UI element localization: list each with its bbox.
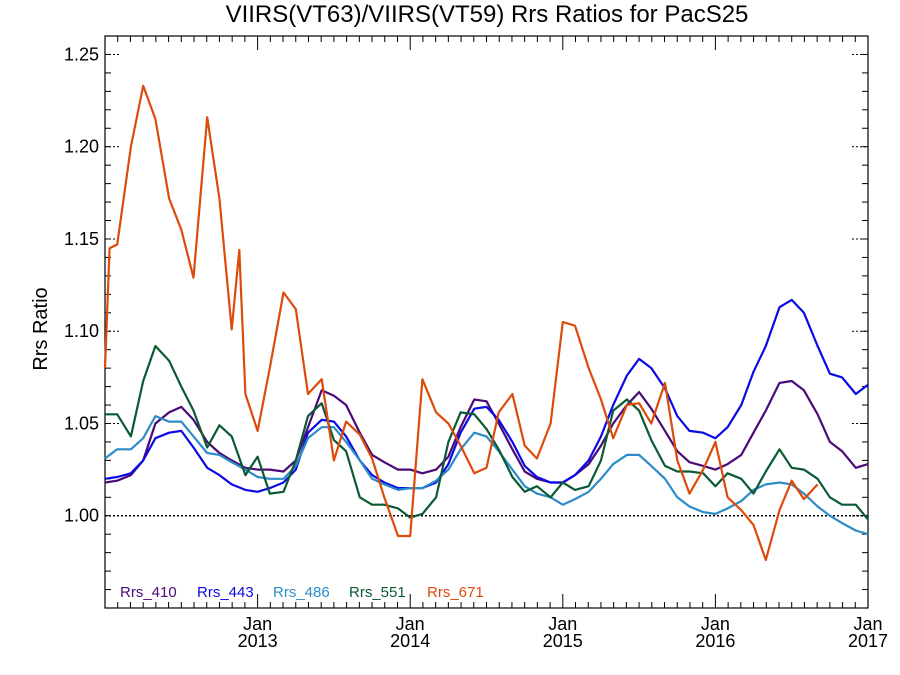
plot-area: 1.001.051.101.151.201.25Jan2013Jan2014Ja… bbox=[64, 35, 888, 651]
legend-entry-rrs-486: Rrs_486 bbox=[273, 584, 330, 601]
legend-entry-rrs-551: Rrs_551 bbox=[349, 584, 406, 601]
x-tick-label-month: Jan bbox=[396, 614, 425, 634]
y-tick-label: 1.25 bbox=[64, 44, 99, 64]
legend-entry-rrs-443: Rrs_443 bbox=[197, 584, 254, 601]
x-tick-label-month: Jan bbox=[548, 614, 577, 634]
legend-entry-rrs-671: Rrs_671 bbox=[427, 584, 484, 601]
series-line-rrs-486 bbox=[104, 415, 869, 536]
y-tick-label: 1.20 bbox=[64, 137, 99, 157]
x-tick-label-year: 2015 bbox=[543, 631, 583, 651]
series-line-rrs-443 bbox=[104, 298, 869, 493]
series-line-rrs-671 bbox=[103, 84, 819, 562]
x-tick-label-year: 2013 bbox=[238, 631, 278, 651]
y-tick-label: 1.10 bbox=[64, 321, 99, 341]
x-tick-label-year: 2017 bbox=[848, 631, 888, 651]
legend-entry-rrs-410: Rrs_410 bbox=[120, 584, 177, 601]
x-tick-label-year: 2014 bbox=[390, 631, 430, 651]
y-tick-label: 1.00 bbox=[64, 506, 99, 526]
series-line-rrs-551 bbox=[105, 344, 869, 521]
x-tick-label-month: Jan bbox=[701, 614, 730, 634]
x-tick-label-month: Jan bbox=[243, 614, 272, 634]
y-tick-label: 1.05 bbox=[64, 413, 99, 433]
x-tick-label-month: Jan bbox=[853, 614, 882, 634]
x-tick-label-year: 2016 bbox=[695, 631, 735, 651]
chart-title: VIIRS(VT63)/VIIRS(VT59) Rrs Ratios for P… bbox=[226, 1, 749, 28]
series-line-rrs-410 bbox=[104, 379, 869, 484]
plot-frame bbox=[104, 35, 869, 609]
y-tick-label: 1.15 bbox=[64, 229, 99, 249]
y-axis-label: Rrs Ratio bbox=[30, 287, 52, 370]
